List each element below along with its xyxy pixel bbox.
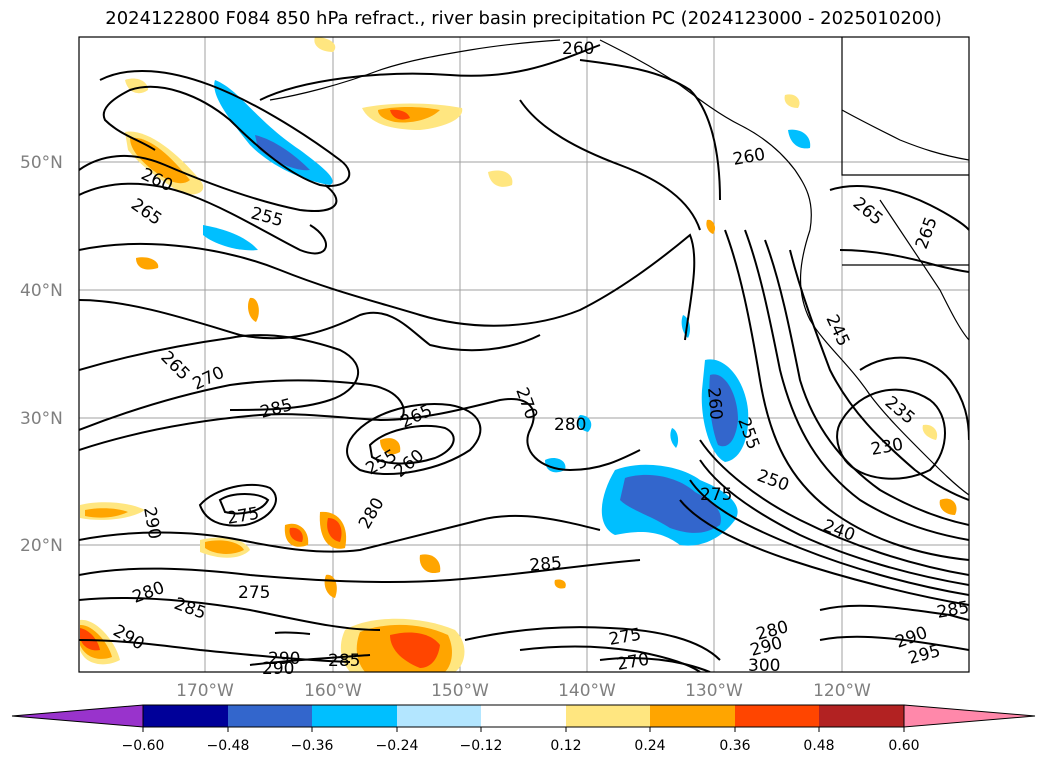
contour-label: 290 <box>262 659 294 679</box>
lat-label-20n: 20°N <box>20 536 63 556</box>
colorbar-segment <box>397 705 481 727</box>
colorbar: −0.60 −0.48 −0.36 −0.24 −0.12 0.12 0.24 … <box>11 704 1036 754</box>
colorbar-tick-label: −0.24 <box>376 738 419 754</box>
contour-label: 260 <box>562 39 594 59</box>
contour-label: 285 <box>529 553 563 576</box>
lat-label-30n: 30°N <box>20 409 63 429</box>
lon-label-140w: 140°W <box>558 681 616 701</box>
colorbar-segment <box>819 705 904 727</box>
coastlines <box>269 37 969 496</box>
colorbar-tick-label: −0.48 <box>207 738 250 754</box>
contour-lines <box>79 44 969 672</box>
colorbar-tick-label: −0.12 <box>460 738 503 754</box>
colorbar-segment <box>312 705 397 727</box>
map-title: 2024122800 F084 850 hPa refract., river … <box>105 8 942 29</box>
colorbar-tick-label: 0.24 <box>634 738 665 754</box>
precip-shading <box>80 37 957 672</box>
lon-label-130w: 130°W <box>685 681 743 701</box>
colorbar-segment <box>735 705 819 727</box>
lon-label-160w: 160°W <box>304 681 362 701</box>
lon-label-170w: 170°W <box>176 681 234 701</box>
colorbar-segment <box>903 704 1036 728</box>
contour-label: 285 <box>328 651 360 671</box>
map-background <box>79 37 969 672</box>
contour-label: 260 <box>703 387 726 421</box>
contour-label: 275 <box>700 485 732 505</box>
map-frame <box>78 36 970 673</box>
contour-label: 275 <box>238 583 270 603</box>
lat-label-50n: 50°N <box>20 153 63 173</box>
contour-label: 280 <box>554 415 586 435</box>
colorbar-segment <box>143 705 228 727</box>
colorbar-segment <box>11 704 144 728</box>
colorbar-tick-label: 0.12 <box>550 738 581 754</box>
lon-label-120w: 120°W <box>813 681 871 701</box>
colorbar-frame <box>142 704 905 728</box>
colorbar-tick-label: −0.36 <box>291 738 334 754</box>
longitude-labels: 170°W 160°W 150°W 140°W 130°W 120°W <box>176 681 871 701</box>
contour-label: 300 <box>748 656 780 676</box>
colorbar-segment <box>650 705 735 727</box>
lon-label-150w: 150°W <box>431 681 489 701</box>
colorbar-segment <box>566 705 650 727</box>
lat-label-40n: 40°N <box>20 281 63 301</box>
contour-label: 290 <box>268 649 300 669</box>
colorbar-segment <box>228 705 312 727</box>
colorbar-tick-label: 0.60 <box>888 738 919 754</box>
colorbar-tick-label: 0.48 <box>803 738 834 754</box>
colorbar-tick-label: 0.36 <box>719 738 750 754</box>
colorbar-tick-label: −0.60 <box>122 738 165 754</box>
colorbar-segment <box>481 705 566 727</box>
latitude-labels: 50°N 40°N 30°N 20°N <box>20 153 63 556</box>
